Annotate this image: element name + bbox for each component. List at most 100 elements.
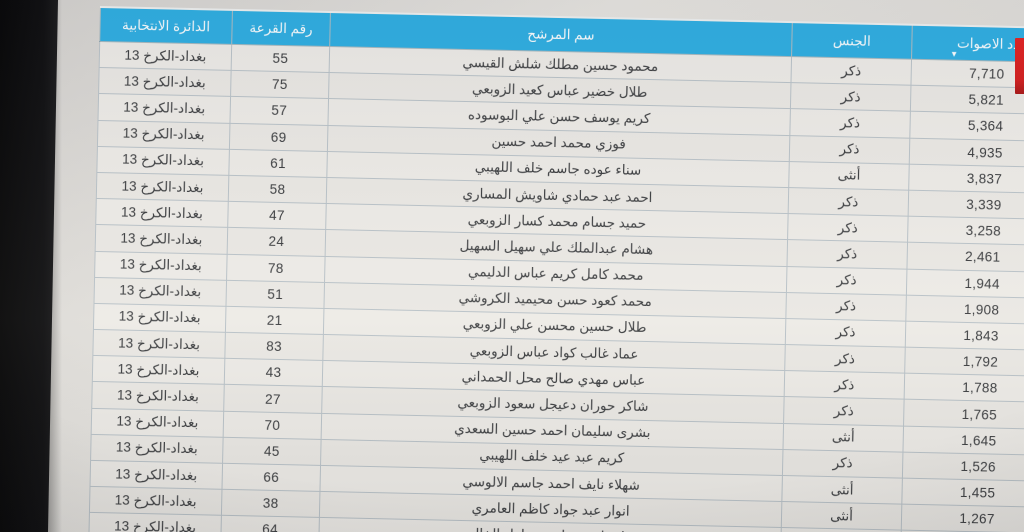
votes-cell[interactable]: 1,645 — [902, 425, 1024, 456]
votes-cell[interactable]: 1,843 — [905, 321, 1024, 352]
gender-cell[interactable]: أنثى — [782, 423, 904, 452]
gender-cell[interactable]: ذكر — [786, 239, 908, 269]
candidate-name-value: عباس مهدي صالح محل الحمداني — [461, 368, 646, 388]
lottery-number-value: 27 — [264, 391, 281, 407]
district-cell[interactable]: بغداد-الكرخ 13 — [96, 172, 229, 202]
gender-value: ذكر — [836, 272, 857, 288]
district-cell[interactable]: بغداد-الكرخ 13 — [90, 460, 223, 490]
header-district[interactable]: الدائرة الانتخابية — [99, 7, 233, 45]
lottery-number-cell[interactable]: 57 — [229, 96, 329, 126]
votes-cell[interactable]: 3,258 — [907, 216, 1024, 247]
district-cell[interactable]: بغداد-الكرخ 13 — [92, 355, 225, 385]
gender-cell[interactable]: ذكر — [786, 266, 907, 295]
lottery-number-cell[interactable]: 69 — [229, 122, 328, 152]
gender-cell[interactable]: أنثى — [781, 475, 903, 505]
lottery-number-value: 55 — [272, 50, 289, 67]
gender-cell[interactable]: ذكر — [789, 108, 911, 138]
header-votes[interactable]: عدد الاصوات ▼ — [911, 24, 1024, 64]
district-cell[interactable]: بغداد-الكرخ 13 — [94, 250, 228, 281]
gender-cell[interactable]: ذكر — [787, 213, 909, 243]
lottery-number-cell[interactable]: 66 — [221, 463, 321, 492]
votes-cell[interactable]: 1,792 — [904, 347, 1024, 378]
lottery-number-cell[interactable]: 83 — [224, 332, 324, 361]
district-cell[interactable]: بغداد-الكرخ 13 — [89, 486, 222, 516]
district-cell[interactable]: بغداد-الكرخ 13 — [90, 434, 224, 464]
lottery-number-value: 83 — [266, 338, 283, 355]
gender-cell[interactable]: ذكر — [789, 135, 910, 164]
lottery-number-cell[interactable]: 64 — [220, 515, 320, 532]
votes-cell[interactable]: 4,935 — [909, 137, 1024, 168]
lottery-number-value: 78 — [267, 260, 284, 276]
gender-value: ذكر — [841, 62, 862, 79]
votes-cell[interactable]: 5,821 — [910, 85, 1024, 116]
votes-cell[interactable]: 1,765 — [903, 399, 1024, 430]
district-cell[interactable]: بغداد-الكرخ 13 — [96, 146, 230, 176]
district-value: بغداد-الكرخ 13 — [115, 466, 198, 483]
votes-cell[interactable]: 1,455 — [901, 478, 1024, 509]
gender-cell[interactable]: ذكر — [785, 292, 907, 322]
district-cell[interactable]: بغداد-الكرخ 13 — [95, 224, 228, 254]
lottery-number-value: 24 — [268, 234, 285, 250]
votes-value: 1,788 — [962, 380, 998, 397]
gender-cell[interactable]: ذكر — [784, 344, 906, 374]
lottery-number-cell[interactable]: 70 — [223, 410, 322, 440]
district-cell[interactable]: بغداد-الكرخ 13 — [95, 198, 229, 228]
district-cell[interactable]: بغداد-الكرخ 13 — [93, 303, 226, 333]
lottery-number-cell[interactable]: 43 — [224, 358, 323, 387]
sort-descending-icon[interactable]: ▼ — [950, 49, 959, 59]
candidate-name-value: سناء عوده جاسم خلف اللهيبي — [474, 159, 642, 179]
lottery-number-cell[interactable]: 58 — [228, 175, 327, 204]
gender-value: ذكر — [832, 455, 853, 471]
lottery-number-cell[interactable]: 24 — [227, 227, 326, 256]
district-cell[interactable]: بغداد-الكرخ 13 — [91, 381, 225, 411]
votes-cell[interactable]: 1,908 — [905, 294, 1024, 325]
lottery-number-cell[interactable]: 21 — [225, 306, 324, 335]
lottery-number-cell[interactable]: 27 — [223, 384, 323, 414]
votes-cell[interactable]: 1,944 — [906, 268, 1024, 299]
votes-cell[interactable]: 5,364 — [909, 111, 1024, 142]
district-value: بغداد-الكرخ 13 — [122, 151, 205, 169]
district-cell[interactable]: بغداد-الكرخ 13 — [92, 329, 226, 359]
district-cell[interactable]: بغداد-الكرخ 13 — [88, 512, 222, 532]
votes-cell[interactable]: 3,339 — [908, 190, 1024, 221]
lottery-number-cell[interactable]: 61 — [228, 149, 328, 178]
district-value: بغداد-الكرخ 13 — [117, 361, 200, 379]
lottery-number-value: 57 — [271, 103, 288, 119]
gender-cell[interactable]: ذكر — [785, 318, 906, 348]
header-gender[interactable]: الجنس — [791, 22, 913, 60]
gender-cell[interactable]: أنثى — [788, 161, 910, 191]
votes-cell[interactable]: 1,526 — [902, 451, 1024, 482]
votes-cell[interactable]: 3,837 — [908, 163, 1024, 195]
votes-cell[interactable]: 1,788 — [904, 373, 1024, 404]
lottery-number-cell[interactable]: 55 — [231, 44, 330, 73]
gender-cell[interactable]: ذكر — [784, 370, 905, 400]
district-cell[interactable]: بغداد-الكرخ 13 — [97, 120, 230, 150]
votes-cell[interactable]: 7,710 — [910, 59, 1024, 90]
district-cell[interactable]: بغداد-الكرخ 13 — [98, 67, 232, 97]
votes-cell[interactable]: 2,461 — [906, 242, 1024, 273]
gender-cell[interactable]: ذكر — [788, 187, 909, 217]
lottery-number-value: 45 — [263, 443, 280, 459]
gender-cell[interactable]: ذكر — [790, 82, 911, 112]
votes-value: 3,258 — [965, 223, 1002, 239]
lottery-number-cell[interactable]: 47 — [227, 201, 327, 230]
gender-cell[interactable]: ذكر — [783, 396, 905, 426]
gender-cell[interactable]: ذكر — [790, 56, 912, 86]
candidate-name-value: حميد جسام محمد كسار الزوبعي — [467, 211, 647, 231]
lottery-number-cell[interactable]: 38 — [221, 489, 320, 518]
gender-cell[interactable]: ذكر — [782, 449, 903, 479]
lottery-number-cell[interactable]: 75 — [230, 70, 330, 99]
district-cell[interactable]: بغداد-الكرخ 13 — [94, 277, 227, 307]
district-cell[interactable]: بغداد-الكرخ 13 — [98, 93, 231, 123]
candidate-name-value: طلال خضير عباس كعيد الزوبعي — [471, 80, 648, 100]
district-cell[interactable]: بغداد-الكرخ 13 — [91, 408, 224, 438]
candidate-name-value: احمد عبد حمادي شاويش المساري — [462, 185, 653, 205]
district-cell[interactable]: بغداد-الكرخ 13 — [99, 41, 232, 71]
votes-cell[interactable]: 1,267 — [901, 504, 1024, 532]
lottery-number-cell[interactable]: 45 — [222, 437, 322, 466]
lottery-number-cell[interactable]: 51 — [225, 280, 325, 309]
header-lottery-number[interactable]: رقم القرعة — [231, 9, 331, 47]
gender-cell[interactable]: أنثى — [781, 501, 902, 531]
lottery-number-cell[interactable]: 78 — [226, 253, 326, 283]
